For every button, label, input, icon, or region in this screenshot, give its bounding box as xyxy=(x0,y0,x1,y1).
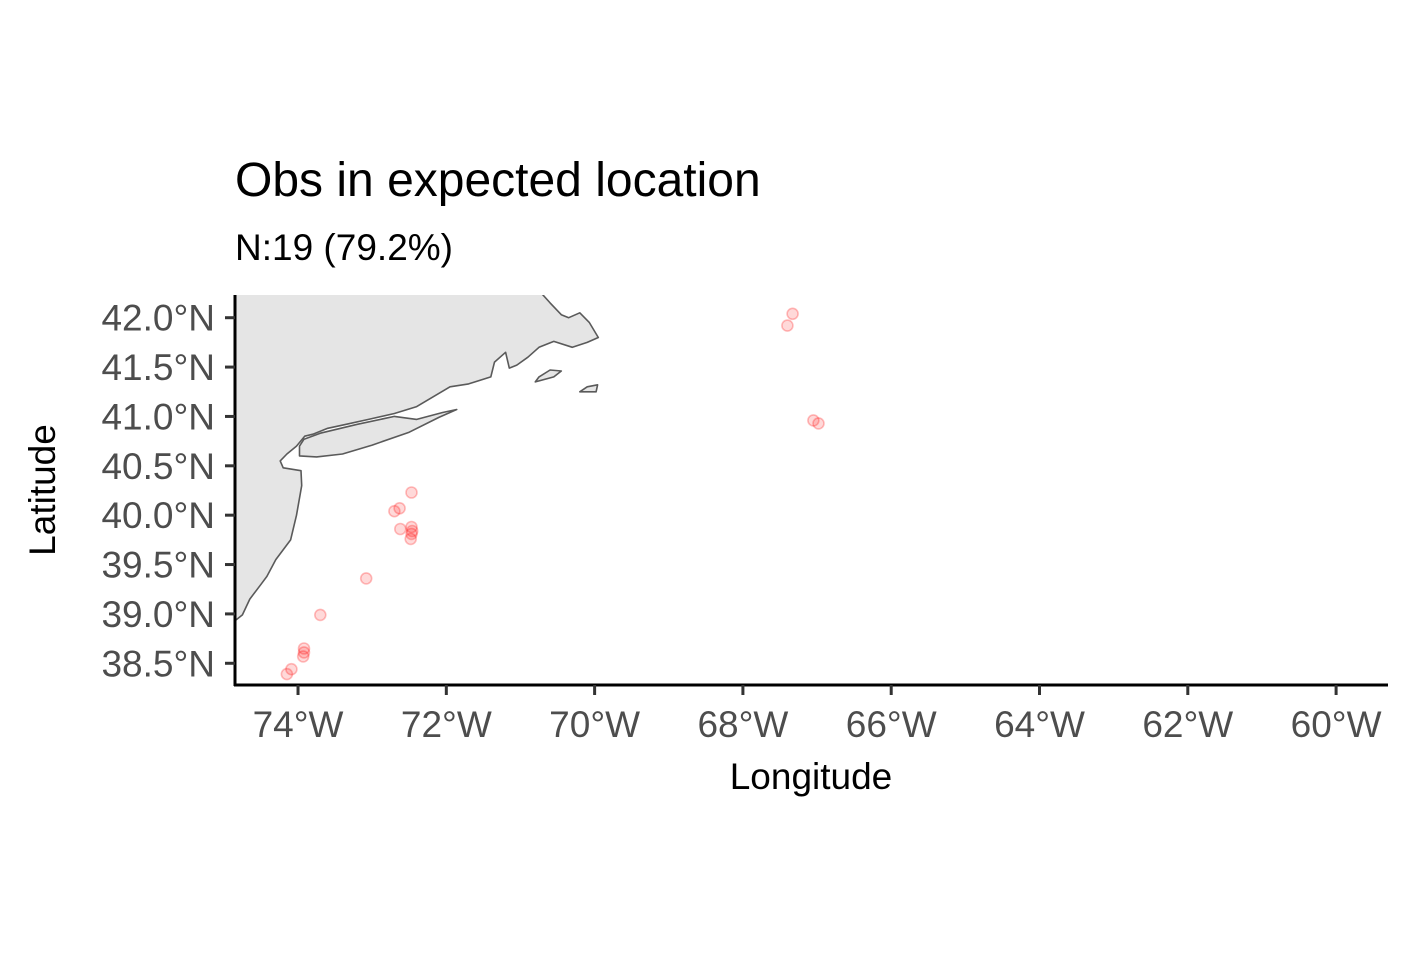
y-tick-label: 41.5°N xyxy=(101,347,215,388)
x-tick-label: 64°W xyxy=(994,704,1085,745)
x-tick-label: 72°W xyxy=(401,704,492,745)
observation-point xyxy=(297,642,311,655)
observation-point xyxy=(393,501,406,515)
y-tick-label: 41.0°N xyxy=(101,396,215,437)
y-axis-ticks: 38.5°N 39.0°N 39.5°N 40.0°N 40.5°N 41.0°N 41.5… xyxy=(101,298,235,684)
observation-point xyxy=(781,319,794,332)
observation-point xyxy=(405,527,418,541)
y-tick-label: 39.5°N xyxy=(101,545,215,586)
y-axis-title: Latitude xyxy=(22,424,63,556)
observation-point xyxy=(807,414,820,427)
observation-point xyxy=(359,572,373,585)
land-nantucket xyxy=(579,384,599,393)
observation-point xyxy=(388,504,401,518)
points-layer xyxy=(280,307,825,681)
x-tick-label: 68°W xyxy=(697,704,788,745)
y-tick-label: 42.0°N xyxy=(101,298,215,339)
y-tick-label: 39.0°N xyxy=(101,594,215,635)
observation-point xyxy=(296,650,310,663)
observation-point xyxy=(285,662,298,676)
x-tick-label: 66°W xyxy=(846,704,937,745)
y-tick-label: 38.5°N xyxy=(101,643,215,684)
x-axis-title: Longitude xyxy=(730,756,893,797)
observation-point xyxy=(405,520,418,534)
observation-point xyxy=(405,524,419,538)
x-axis-ticks: 74°W 72°W 70°W 68°W 66°W 64°W 62°W 60°W xyxy=(253,685,1382,745)
x-tick-label: 74°W xyxy=(253,704,344,745)
land-marthas-vineyard xyxy=(534,369,563,383)
x-tick-label: 60°W xyxy=(1291,704,1382,745)
chart-title: Obs in expected location xyxy=(235,154,761,207)
chart-subtitle: N:19 (79.2%) xyxy=(235,227,453,268)
observation-point xyxy=(404,532,418,546)
observation-point xyxy=(812,417,825,430)
observation-point xyxy=(280,667,294,681)
observation-point xyxy=(786,307,799,321)
y-tick-label: 40.0°N xyxy=(101,495,215,536)
y-tick-label: 40.5°N xyxy=(101,446,215,487)
observation-point xyxy=(405,486,418,499)
observation-point xyxy=(313,608,327,622)
land-long-island xyxy=(298,408,458,458)
map-layer xyxy=(235,295,600,622)
x-tick-label: 62°W xyxy=(1142,704,1233,745)
observation-point xyxy=(393,522,407,536)
land-mainland xyxy=(235,295,600,622)
x-tick-label: 70°W xyxy=(549,704,640,745)
observation-point xyxy=(297,646,311,659)
